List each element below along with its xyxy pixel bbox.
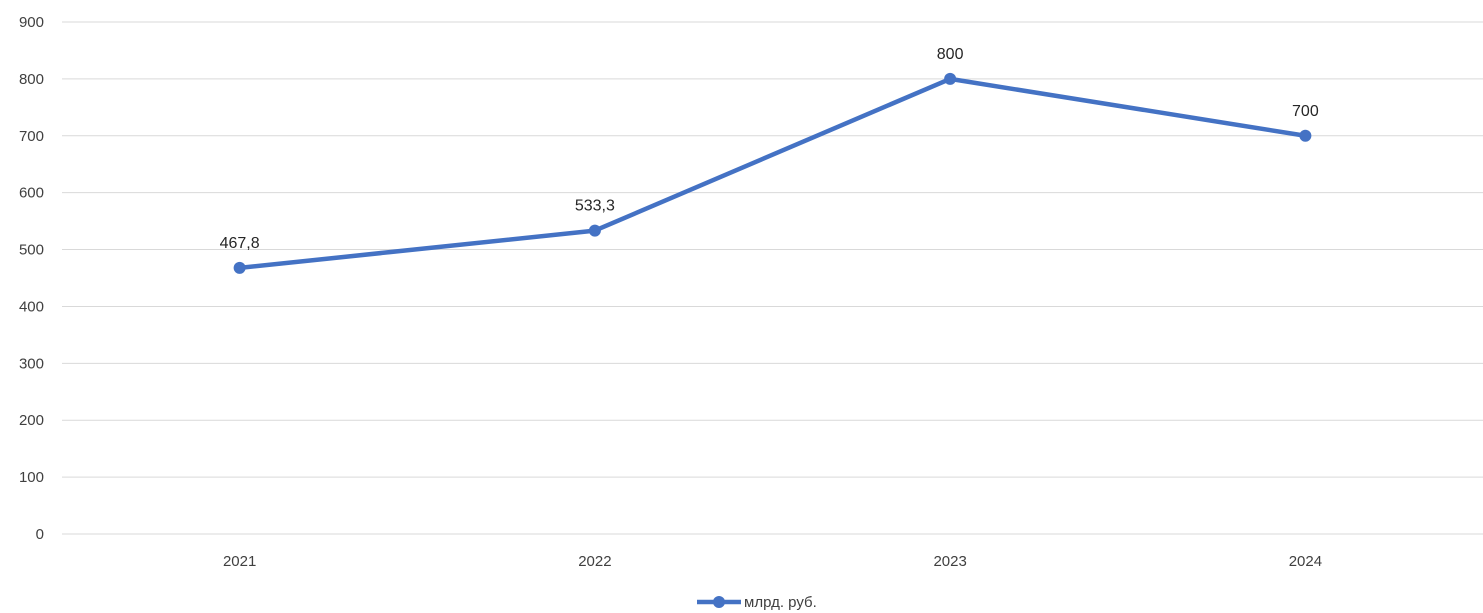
data-label: 467,8 xyxy=(220,235,260,252)
gridlines xyxy=(62,21,1483,535)
y-tick-label: 700 xyxy=(19,128,44,145)
y-tick-label: 500 xyxy=(19,242,44,259)
x-tick-label: 2021 xyxy=(223,553,256,570)
x-axis: 2021 2022 2023 2024 xyxy=(223,553,1322,570)
data-label: 700 xyxy=(1292,103,1319,120)
y-tick-label: 800 xyxy=(19,71,44,88)
data-point xyxy=(944,72,957,85)
legend-label: млрд. руб. xyxy=(744,594,817,611)
y-tick-label: 0 xyxy=(36,526,44,543)
series-line xyxy=(237,76,1308,271)
legend-dot-marker xyxy=(713,596,725,608)
x-tick-label: 2023 xyxy=(933,553,966,570)
data-labels: 467,8 533,3 800 700 xyxy=(220,46,1319,252)
y-tick-label: 300 xyxy=(19,355,44,372)
data-point xyxy=(233,261,246,274)
y-tick-label: 100 xyxy=(19,469,44,486)
x-tick-label: 2024 xyxy=(1289,553,1322,570)
data-label: 533,3 xyxy=(575,198,615,215)
data-point xyxy=(588,224,601,237)
y-tick-label: 900 xyxy=(19,14,44,31)
y-tick-label: 200 xyxy=(19,412,44,429)
series-layer xyxy=(233,72,1312,274)
x-tick-label: 2022 xyxy=(578,553,611,570)
y-axis: 0 100 200 300 400 500 600 700 800 900 xyxy=(19,14,44,543)
y-tick-label: 600 xyxy=(19,185,44,202)
y-tick-label: 400 xyxy=(19,298,44,315)
data-point xyxy=(1299,129,1312,142)
data-label: 800 xyxy=(937,46,964,63)
legend: млрд. руб. xyxy=(697,594,817,611)
